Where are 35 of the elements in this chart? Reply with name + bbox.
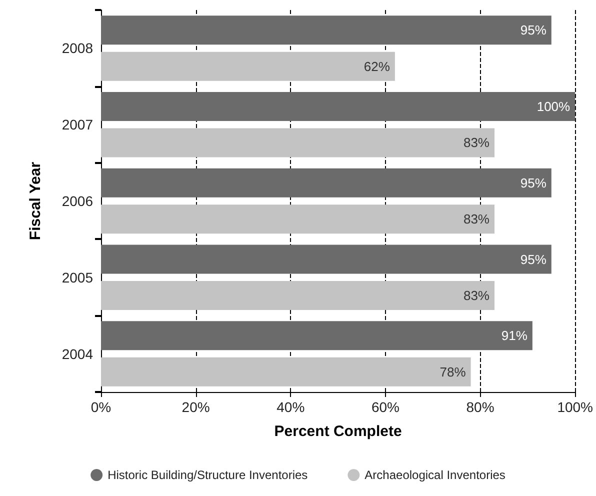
data-label: 62% (364, 58, 390, 74)
bar (101, 92, 576, 121)
x-tick-label: 0% (90, 399, 112, 415)
bar (101, 244, 552, 274)
x-axis-title: Percent Complete (274, 423, 402, 440)
x-tick-label: 80% (466, 399, 494, 415)
bar (101, 128, 494, 158)
data-label: 95% (520, 252, 547, 267)
bar (101, 168, 552, 198)
bar (101, 357, 471, 386)
bar (101, 16, 552, 45)
bar (101, 204, 494, 234)
y-tick-label: 2008 (62, 40, 94, 56)
legend-label: Archaeological Inventories (364, 468, 506, 482)
x-tick-label: 60% (371, 399, 400, 415)
y-tick-label: 2005 (62, 269, 94, 286)
data-label: 78% (440, 364, 466, 380)
data-label: 83% (463, 212, 490, 227)
data-label: 95% (520, 175, 547, 190)
y-axis-title: Fiscal Year (27, 162, 44, 240)
y-tick-label: 2004 (62, 346, 94, 362)
bar (101, 321, 532, 350)
legend-label: Historic Building/Structure Inventories (108, 468, 308, 482)
y-tick-label: 2006 (62, 193, 94, 209)
x-tick-label: 20% (182, 399, 210, 415)
data-label: 95% (520, 22, 547, 38)
data-label: 100% (536, 98, 571, 114)
data-label: 91% (501, 328, 528, 344)
y-tick-label: 2007 (62, 116, 94, 133)
bar (101, 52, 395, 81)
x-tick-label: 40% (276, 399, 305, 415)
bar (101, 281, 494, 310)
data-label: 83% (463, 135, 490, 150)
x-tick-label: 100% (557, 399, 594, 415)
data-label: 83% (463, 288, 490, 304)
